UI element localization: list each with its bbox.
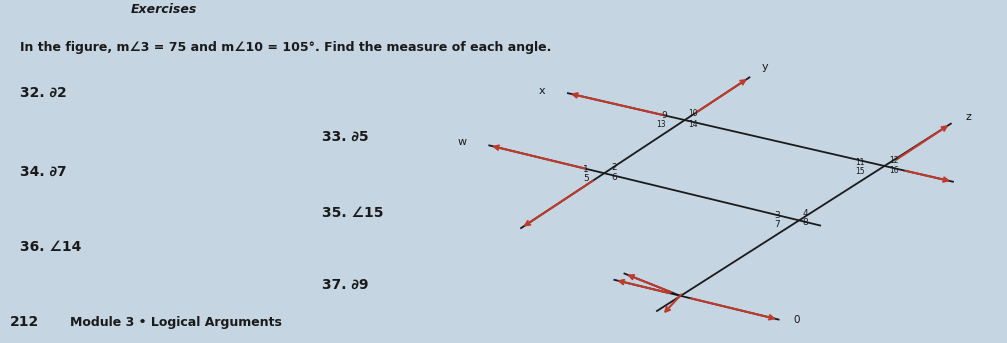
Text: z: z	[966, 112, 972, 122]
Text: In the figure, m∠3 = 75 and m∠10 = 105°. Find the measure of each angle.: In the figure, m∠3 = 75 and m∠10 = 105°.…	[20, 41, 552, 54]
Text: 7: 7	[774, 220, 780, 229]
Text: 212: 212	[10, 315, 39, 329]
Text: 9: 9	[662, 111, 668, 120]
Text: y: y	[761, 62, 768, 72]
Text: 37. ∂9: 37. ∂9	[322, 278, 369, 292]
Text: 12: 12	[889, 156, 899, 165]
Text: 13: 13	[656, 120, 666, 129]
Text: 34. ∂7: 34. ∂7	[20, 165, 66, 178]
Text: 0: 0	[794, 315, 801, 324]
Text: 1: 1	[583, 165, 589, 174]
Text: 15: 15	[855, 167, 865, 176]
Text: 6: 6	[611, 173, 617, 182]
Text: 8: 8	[803, 218, 809, 227]
Text: 36. ∠14: 36. ∠14	[20, 240, 82, 254]
Text: 2: 2	[611, 163, 617, 172]
Text: 5: 5	[583, 174, 589, 183]
Text: 4: 4	[803, 209, 809, 218]
Text: 10: 10	[688, 109, 698, 118]
Text: 14: 14	[688, 120, 698, 129]
Text: Exercises: Exercises	[131, 3, 197, 16]
Text: 33. ∂5: 33. ∂5	[322, 130, 369, 144]
Text: 32. ∂2: 32. ∂2	[20, 86, 66, 99]
Text: 3: 3	[774, 211, 780, 220]
Text: 11: 11	[855, 158, 865, 167]
Text: x: x	[539, 86, 546, 96]
Text: w: w	[458, 137, 467, 147]
Text: Module 3 • Logical Arguments: Module 3 • Logical Arguments	[70, 316, 282, 329]
Text: 16: 16	[889, 166, 899, 175]
Text: 35. ∠15: 35. ∠15	[322, 206, 384, 220]
